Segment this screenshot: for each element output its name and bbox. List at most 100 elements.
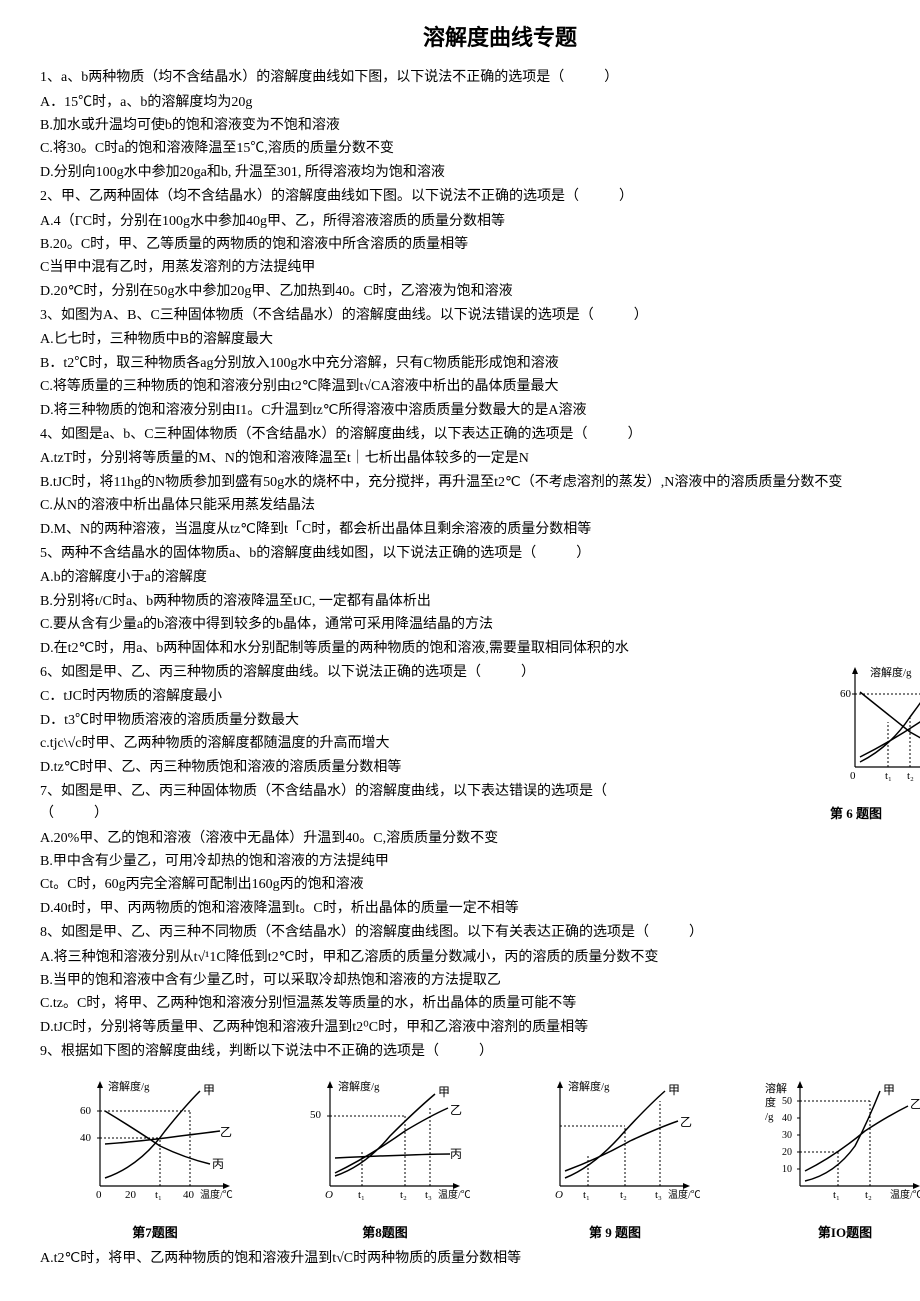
q3-D: D.将三种物质的饱和溶液分别由I1。C升温到tz℃所得溶液中溶质质量分数最大的是… bbox=[40, 400, 920, 422]
q2-paren: ） bbox=[619, 186, 633, 208]
q6-D: D．t3℃时甲物质溶液的溶质质量分数最大 bbox=[40, 710, 920, 732]
fig8-ylabel: 溶解度/g bbox=[338, 1079, 380, 1093]
q2-stem: 2、甲、乙两种固体（均不含结晶水）的溶解度曲线如下图。以下说法不正确的选项是（ ） bbox=[40, 186, 920, 208]
fig7-jia: 甲 bbox=[203, 1083, 215, 1097]
q2-A: A.4（ΓC时，分别在100g水中参加40g甲、乙，所得溶液溶质的质量分数相等 bbox=[40, 211, 920, 233]
q1-A: A．15℃时，a、b的溶解度均为20g bbox=[40, 92, 920, 114]
q3-paren: ） bbox=[634, 305, 648, 327]
q2-C: C当甲中混有乙时，用蒸发溶剂的方法提纯甲 bbox=[40, 257, 920, 279]
q7-D: D.40t时，甲、丙两物质的饱和溶液降温到t。C时，析出晶体的质量一定不相等 bbox=[40, 898, 920, 920]
fig10-jia: 甲 bbox=[883, 1083, 895, 1097]
q2-D: D.20℃时，分别在50g水中参加20g甲、乙加热到40。C时，乙溶液为饱和溶液 bbox=[40, 281, 920, 303]
fig10-xt2: t₂ bbox=[865, 1189, 872, 1201]
fig10-yl1: 溶解 bbox=[765, 1081, 787, 1095]
fig9-yi: 乙 bbox=[680, 1115, 692, 1129]
fig9-xt1: t₁ bbox=[583, 1189, 590, 1201]
q1-stem: 1、a、b两种物质（均不含结晶水）的溶解度曲线如下图，以下说法不正确的选项是（ ） bbox=[40, 67, 920, 89]
fig9-ylabel: 溶解度/g bbox=[568, 1079, 610, 1093]
fig6-caption: 第 6 题图 bbox=[830, 804, 920, 825]
q3-stem: 3、如图为A、B、C三种固体物质（不含结晶水）的溶解度曲线。以下说法错误的选项是… bbox=[40, 305, 920, 327]
fig7-y40: 40 bbox=[80, 1132, 92, 1144]
fig10-xlabel: 温度/℃ bbox=[890, 1188, 920, 1201]
q8-stem: 8、如图是甲、乙、丙三种不同物质（不含结晶水）的溶解度曲线图。以下有关表达正确的… bbox=[40, 922, 920, 944]
q1-paren: ） bbox=[604, 67, 618, 89]
figure-row: 溶解度/g 60 40 甲 乙 丙 0 20 t₁ 40 温度/℃ 第7题图 bbox=[40, 1076, 920, 1244]
fig8-xO: O bbox=[325, 1189, 333, 1201]
q9-paren: ） bbox=[479, 1041, 493, 1063]
fig8-xt1: t₁ bbox=[358, 1189, 365, 1201]
fig10-caption: 第IO题图 bbox=[760, 1223, 920, 1244]
fig6-xt2: t₂ bbox=[907, 770, 914, 782]
figure6: 溶解度/g 60 甲 乙 丙 0 t₁ t₂ t₃ 温度/℃ 第 6 题图 bbox=[830, 662, 920, 825]
q1-stem-text: 1、a、b两种物质（均不含结晶水）的溶解度曲线如下图，以下说法不正确的选项是（ bbox=[40, 70, 564, 85]
fig7-xlabel: 温度/℃ bbox=[200, 1188, 233, 1201]
q3-B: B．t2℃时，取三种物质各ag分别放入100g水中充分溶解，只有C物质能形成饱和… bbox=[40, 353, 920, 375]
q2-stem-text: 2、甲、乙两种固体（均不含结晶水）的溶解度曲线如下图。以下说法不正确的选项是（ bbox=[40, 189, 579, 204]
fig9-xt3: t₃ bbox=[655, 1189, 662, 1201]
q5-B: B.分别将t/C时a、b两种物质的溶液降温至tJC, 一定都有晶体析出 bbox=[40, 591, 920, 613]
q1-B: B.加水或升温均可使b的饱和溶液变为不饱和溶液 bbox=[40, 115, 920, 137]
q4-C: C.从N的溶液中析出晶体只能采用蒸发结晶法 bbox=[40, 495, 920, 517]
q7-C: Ct。C时，60g丙完全溶解可配制出160g丙的饱和溶液 bbox=[40, 874, 920, 896]
fig8-xt3: t₃ bbox=[425, 1189, 432, 1201]
q7-stem: 7、如图是甲、乙、丙三种固体物质（不含结晶水）的溶解度曲线，以下表达错误的选项是… bbox=[40, 781, 920, 826]
fig7-xt: t₁ bbox=[155, 1189, 162, 1201]
q5-C: C.要从含有少量a的b溶液中得到较多的b晶体，通常可采用降温结晶的方法 bbox=[40, 614, 920, 636]
q4-paren: ） bbox=[628, 424, 642, 446]
q5-stem: 5、两种不含结晶水的固体物质a、b的溶解度曲线如图，以下说法正确的选项是（） bbox=[40, 543, 920, 565]
q3-C: C.将等质量的三种物质的饱和溶液分别由t2℃降温到t√CA溶液中析出的晶体质量最… bbox=[40, 376, 920, 398]
fig10-yi: 乙 bbox=[910, 1097, 920, 1111]
fig7-x20: 20 bbox=[125, 1189, 137, 1201]
q4-stem-text: 4、如图是a、b、C三种固体物质（不含结晶水）的溶解度曲线，以下表达正确的选项是… bbox=[40, 427, 588, 442]
fig10-yl2: 度 bbox=[765, 1095, 776, 1109]
fig10-y20: 20 bbox=[782, 1147, 792, 1158]
q2-B: B.20。C时，甲、乙等质量的两物质的饱和溶液中所含溶质的质量相等 bbox=[40, 234, 920, 256]
fig7-yi: 乙 bbox=[220, 1125, 232, 1139]
q4-B: B.tJC时，将11hg的N物质参加到盛有50g水的烧杯中，充分搅拌，再升温至t… bbox=[40, 472, 920, 494]
q3-stem-text: 3、如图为A、B、C三种固体物质（不含结晶水）的溶解度曲线。以下说法错误的选项是… bbox=[40, 308, 594, 323]
q4-A: A.tzT时，分别将等质量的M、N的饱和溶液降温至t｜七析出晶体较多的一定是N bbox=[40, 448, 920, 470]
q5-stem-text: 5、两种不含结晶水的固体物质a、b的溶解度曲线如图，以下说法正确的选项是（ bbox=[40, 546, 536, 561]
q4-stem: 4、如图是a、b、C三种固体物质（不含结晶水）的溶解度曲线，以下表达正确的选项是… bbox=[40, 424, 920, 446]
q5-D: D.在t2℃时，用a、b两种固体和水分别配制等质量的两种物质的饱和溶液,需要量取… bbox=[40, 638, 920, 660]
fig7-x40: 40 bbox=[183, 1189, 195, 1201]
q7-B: B.甲中含有少量乙，可用冷却热的饱和溶液的方法提纯甲 bbox=[40, 851, 920, 873]
fig7-bing: 丙 bbox=[212, 1157, 224, 1171]
q6-stem-text: 6、如图是甲、乙、丙三种物质的溶解度曲线。以下说法正确的选项是（ bbox=[40, 665, 481, 680]
fig9-xlabel: 温度/℃ bbox=[668, 1188, 700, 1201]
fig6-x0: 0 bbox=[850, 770, 856, 782]
q1-C: C.将30。C时a的饱和溶液降温至15℃,溶质的质量分数不变 bbox=[40, 138, 920, 160]
q8-paren: ） bbox=[689, 922, 703, 944]
page-title: 溶解度曲线专题 bbox=[40, 20, 920, 55]
fig9-jia: 甲 bbox=[668, 1083, 680, 1097]
q8-D: D.tJC时，分别将等质量甲、乙两种饱和溶液升温到t2⁰C时，甲和乙溶液中溶剂的… bbox=[40, 1017, 920, 1039]
fig10-xt1: t₁ bbox=[833, 1189, 840, 1201]
fig6-y60: 60 bbox=[840, 688, 852, 700]
fig7-ylabel: 溶解度/g bbox=[108, 1079, 150, 1093]
fig8-jia: 甲 bbox=[438, 1085, 450, 1099]
q8-B: B.当甲的饱和溶液中含有少量乙时，可以采取冷却热饱和溶液的方法提取乙 bbox=[40, 970, 920, 992]
figure10: 溶解 度 /g 50 40 30 20 10 甲 乙 t₁ t₂ 温度/℃ bbox=[760, 1076, 920, 1244]
fig10-y50: 50 bbox=[782, 1096, 792, 1107]
figure7: 溶解度/g 60 40 甲 乙 丙 0 20 t₁ 40 温度/℃ 第7题图 bbox=[70, 1076, 240, 1244]
q8-stem-text: 8、如图是甲、乙、丙三种不同物质（不含结晶水）的溶解度曲线图。以下有关表达正确的… bbox=[40, 925, 649, 940]
q6-stem: 6、如图是甲、乙、丙三种物质的溶解度曲线。以下说法正确的选项是（ ） bbox=[40, 662, 920, 684]
figure9: 溶解度/g 甲 乙 O t₁ t₂ t₃ 温度/℃ 第 9 题图 bbox=[530, 1076, 700, 1244]
fig7-caption: 第7题图 bbox=[70, 1223, 240, 1244]
q6-D2: D.tz℃时甲、乙、丙三种物质饱和溶液的溶质质量分数相等 bbox=[40, 757, 920, 779]
fig8-bing: 丙 bbox=[450, 1147, 462, 1161]
q4-D: D.M、N的两种溶液，当温度从tz℃降到t「C时，都会析出晶体且剩余溶液的质量分… bbox=[40, 519, 920, 541]
fig6-xt1: t₁ bbox=[885, 770, 892, 782]
q3-A: A.匕七时，三种物质中B的溶解度最大 bbox=[40, 329, 920, 351]
q6-c2: c.tjc\√c时甲、乙两种物质的溶解度都随温度的升高而增大 bbox=[40, 733, 920, 755]
q5-A: A.b的溶解度小于a的溶解度 bbox=[40, 567, 920, 589]
final-line: A.t2℃时，将甲、乙两种物质的饱和溶液升温到t√C时两种物质的质量分数相等 bbox=[40, 1248, 920, 1270]
fig9-xO: O bbox=[555, 1189, 563, 1201]
q8-A: A.将三种饱和溶液分别从t√¹1C降低到t2℃时，甲和乙溶质的质量分数减小，丙的… bbox=[40, 947, 920, 969]
fig9-xt2: t₂ bbox=[620, 1189, 627, 1201]
q7-paren: ） bbox=[94, 803, 108, 825]
fig8-xlabel: 温度/℃ bbox=[438, 1188, 470, 1201]
fig8-yi: 乙 bbox=[450, 1103, 462, 1117]
q6-paren: ） bbox=[521, 662, 535, 684]
q1-D: D.分别向100g水中参加20ga和b, 升温至301, 所得溶液均为饱和溶液 bbox=[40, 162, 920, 184]
